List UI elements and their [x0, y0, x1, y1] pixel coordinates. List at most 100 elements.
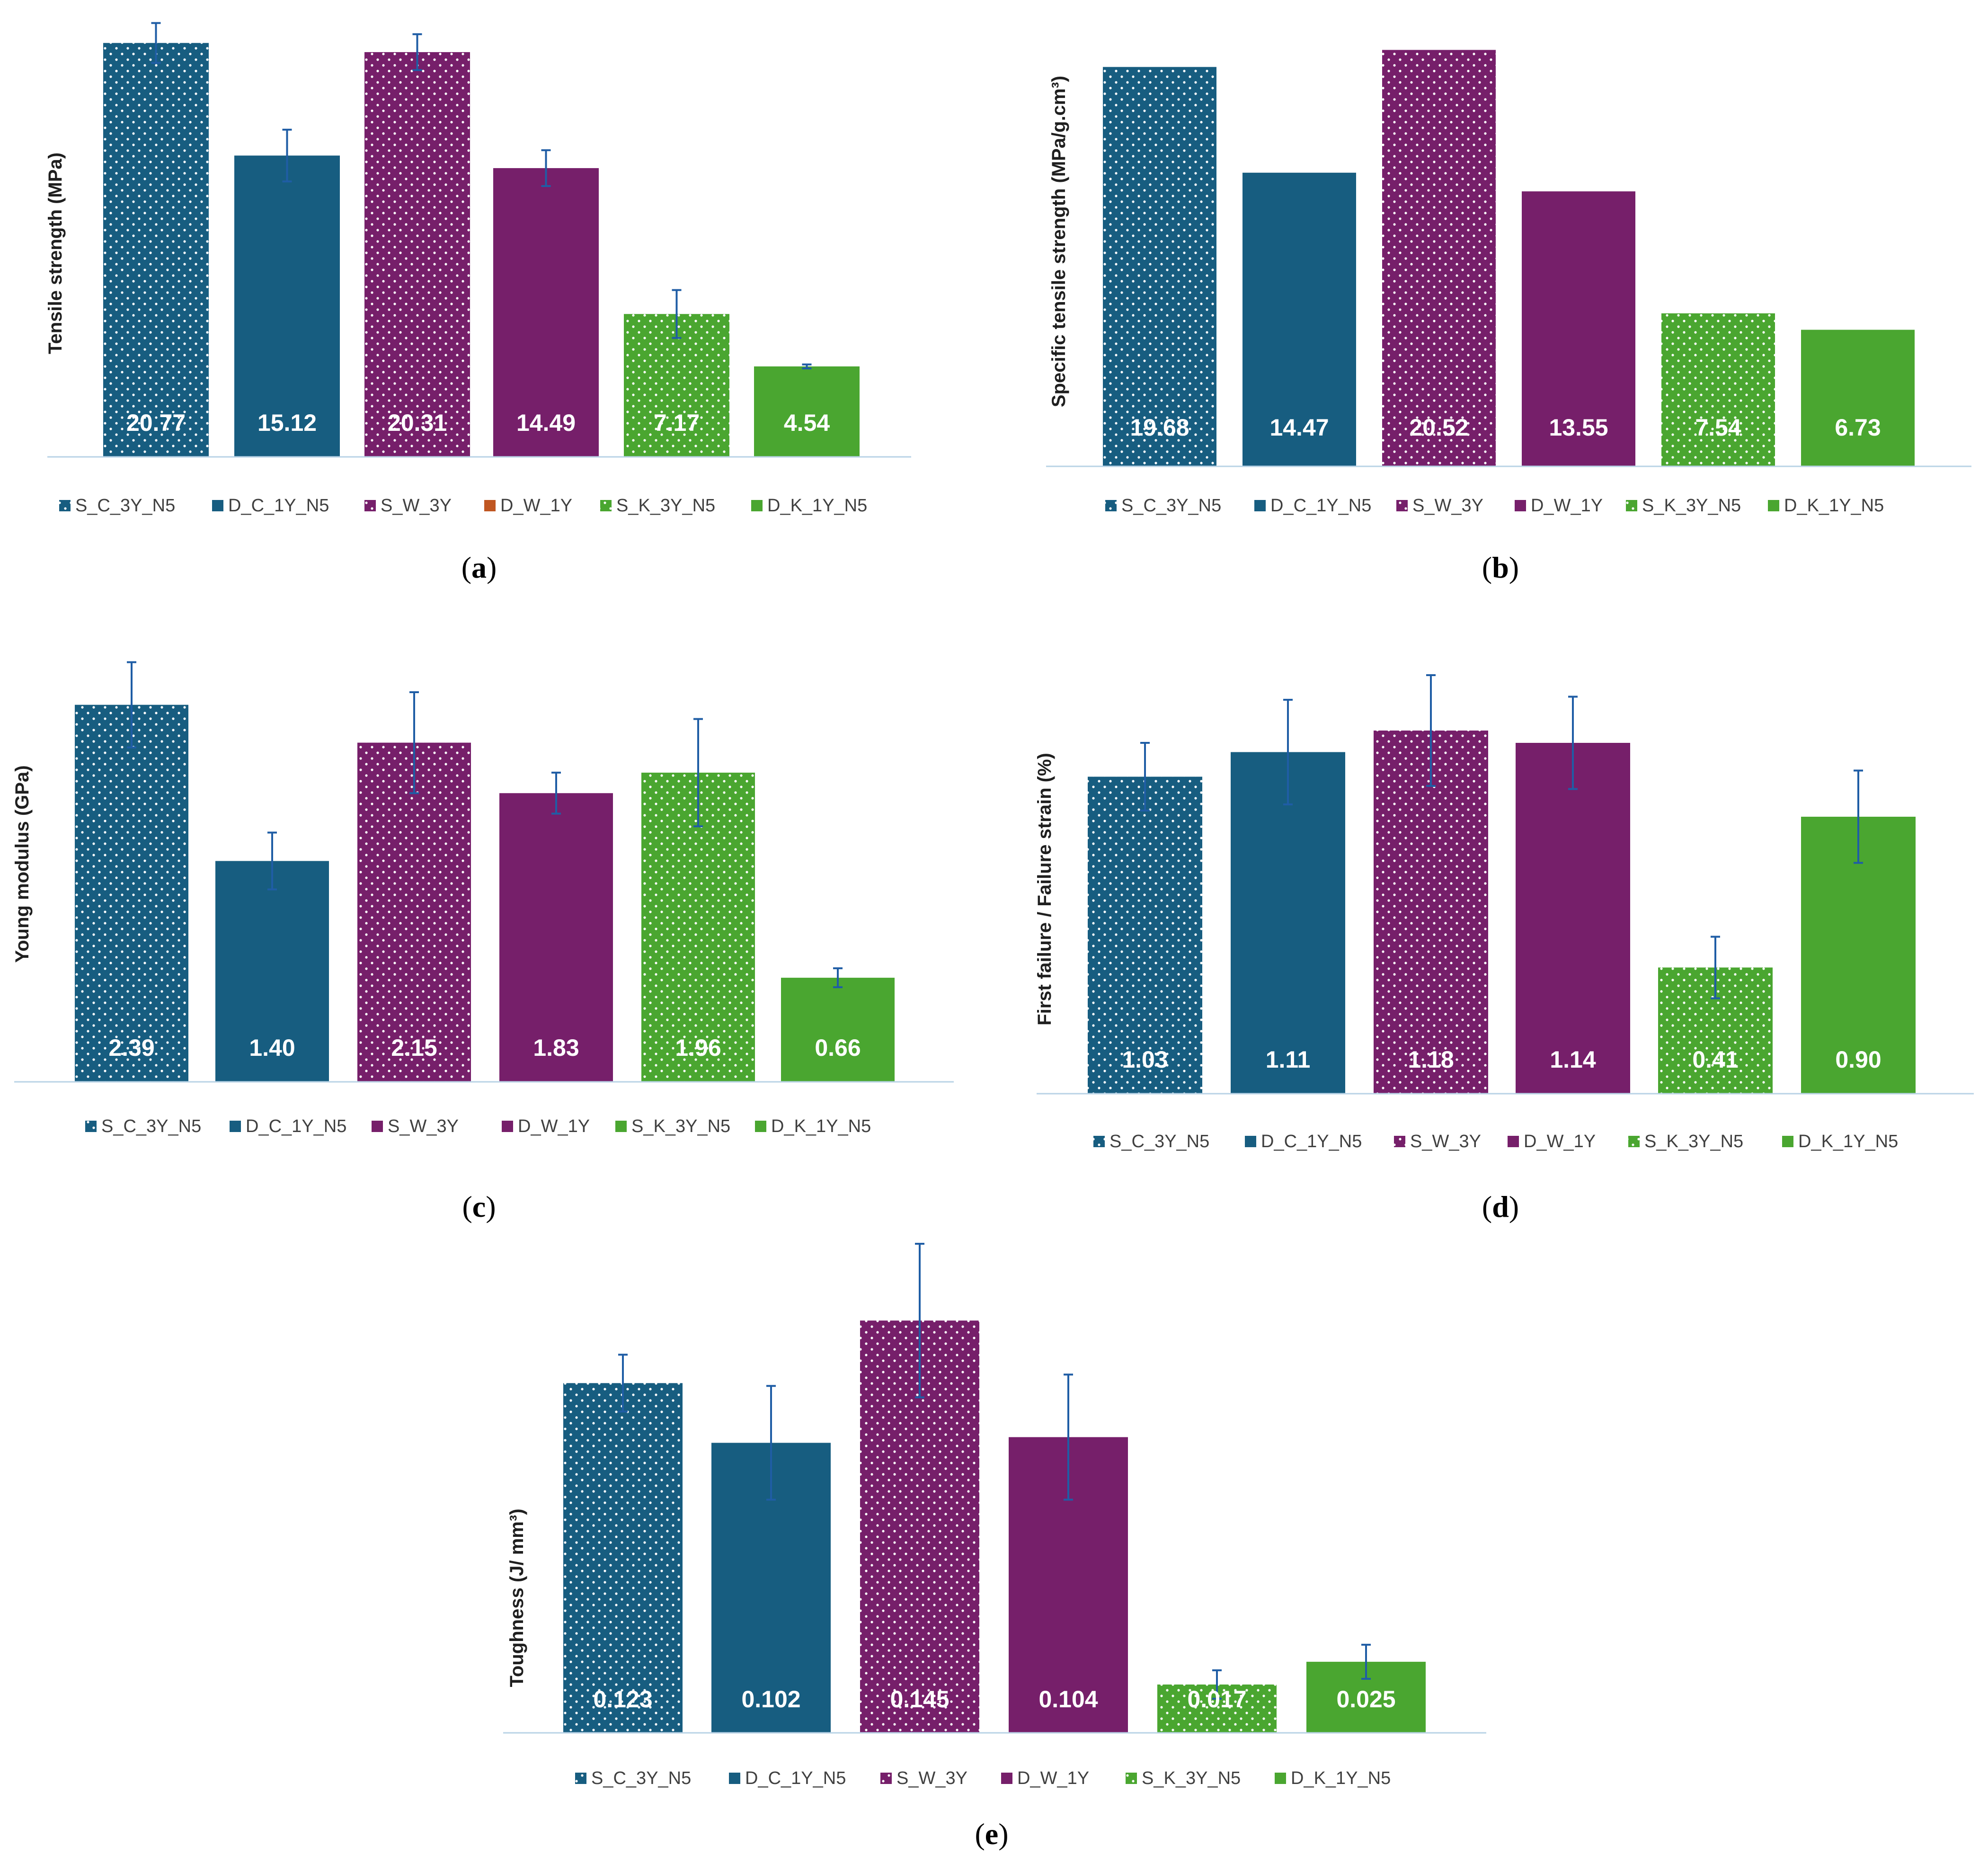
legend-entry: D_C_1Y_N5	[1261, 1132, 1362, 1151]
legend-swatch	[85, 1121, 97, 1132]
legend: S_C_3Y_N5 D_C_1Y_N5 S_W_3Y D_W_1Y S_K_3Y_N5 D…	[575, 1768, 1391, 1788]
panel-letter: c	[472, 1190, 486, 1223]
legend-entry: D_K_1Y_N5	[1784, 496, 1884, 516]
legend-entry: S_C_3Y_N5	[591, 1768, 691, 1788]
data-label: 0.123	[593, 1686, 652, 1712]
bar-s-c-3y-n5	[103, 43, 209, 457]
data-label: 6.73	[1835, 414, 1881, 441]
data-label: 0.90	[1835, 1046, 1881, 1073]
error-bar	[1711, 936, 1720, 999]
panel-letter: e	[985, 1817, 998, 1851]
panel-letter: b	[1492, 551, 1509, 584]
error-bar	[127, 661, 136, 749]
legend-entry: D_W_1Y	[1531, 496, 1603, 516]
y-axis-title: Specific tensile strength (MPa/g.cm³)	[1048, 76, 1069, 407]
data-label: 0.145	[890, 1686, 949, 1712]
chart-panel-d: 1.03 1.11 1.18 1.14 0.41 0.90 First failure / …	[1034, 674, 1974, 1223]
legend-swatch	[751, 500, 763, 511]
error-bar	[672, 289, 682, 339]
bar-s-w-3y	[364, 52, 470, 457]
bar-s-c-3y-n5	[1103, 67, 1216, 466]
data-label: 1.83	[533, 1035, 579, 1061]
data-label: 7.17	[654, 410, 700, 436]
error-bar	[1140, 742, 1150, 812]
data-label: 1.96	[675, 1035, 721, 1061]
data-label: 13.55	[1549, 414, 1608, 441]
legend-swatch	[372, 1121, 383, 1132]
legend: S_C_3Y_N5 D_C_1Y_N5 S_W_3Y D_W_1Y S_K_3Y_N5 D…	[1093, 1132, 1898, 1151]
panel-label: (c)	[462, 1190, 496, 1223]
legend-swatch	[1105, 500, 1117, 511]
data-label: 4.54	[784, 410, 830, 436]
data-label: 2.39	[108, 1035, 154, 1061]
error-bar	[1283, 699, 1293, 805]
y-axis-title: Toughness (J/ mm³)	[506, 1508, 527, 1687]
legend-entry: D_K_1Y_N5	[767, 496, 867, 516]
bar-s-w-3y	[1374, 731, 1488, 1094]
bar-d-k-1y-n5	[1801, 330, 1915, 466]
data-label: 20.52	[1409, 414, 1468, 441]
error-bar	[282, 128, 292, 183]
legend-entry: S_C_3Y_N5	[1121, 496, 1221, 516]
error-bar	[802, 363, 812, 370]
bar-s-c-3y-n5	[1088, 776, 1202, 1094]
legend-entry: S_W_3Y	[1412, 496, 1483, 516]
bar-s-w-3y	[357, 742, 471, 1082]
legend-swatch	[575, 1773, 586, 1784]
bar-d-k-1y-n5	[754, 366, 860, 457]
data-label: 7.54	[1695, 414, 1741, 441]
legend-entry: D_W_1Y	[1017, 1768, 1089, 1788]
error-bar	[693, 718, 703, 828]
bar-d-w-1y	[493, 168, 599, 457]
legend-swatch	[484, 500, 496, 511]
legend-entry: S_W_3Y	[381, 496, 452, 516]
bar-s-c-3y-n5	[75, 705, 188, 1082]
legend-entry: S_K_3Y_N5	[616, 496, 715, 516]
legend-entry: D_C_1Y_N5	[1270, 496, 1371, 516]
panel-letter: a	[471, 551, 487, 584]
legend: S_C_3Y_N5 D_C_1Y_N5 S_W_3Y D_W_1Y S_K_3Y_N5 D…	[1105, 496, 1884, 516]
legend-swatch	[1628, 1136, 1640, 1147]
data-label: 0.025	[1336, 1686, 1395, 1712]
legend-swatch	[1396, 500, 1408, 511]
bar-d-w-1y	[1522, 191, 1635, 466]
data-label: 1.03	[1122, 1046, 1168, 1073]
y-axis-title: Young modulus (GPa)	[12, 765, 33, 963]
legend-swatch	[502, 1121, 513, 1132]
legend-swatch	[729, 1773, 740, 1784]
bar-s-w-3y	[1382, 50, 1496, 467]
error-bar	[915, 1243, 924, 1399]
panel-label: (d)	[1482, 1190, 1519, 1223]
bar-d-c-1y-n5	[215, 861, 329, 1082]
panel-letter: d	[1492, 1190, 1509, 1223]
legend-swatch	[1001, 1773, 1012, 1784]
data-label: 20.31	[388, 410, 447, 436]
error-bar	[412, 33, 422, 71]
legend-swatch	[600, 500, 612, 511]
legend-swatch	[1394, 1136, 1405, 1147]
legend-entry: S_W_3Y	[896, 1768, 967, 1788]
legend-swatch	[1275, 1773, 1286, 1784]
error-bar	[151, 22, 161, 64]
y-axis-title: Tensile strength (MPa)	[45, 152, 66, 354]
chart-panel-e: 0.123 0.102 0.145 0.104 0.017 0.025 Toughness …	[503, 1243, 1486, 1851]
legend-swatch	[1254, 500, 1266, 511]
bar-d-c-1y-n5	[1231, 752, 1345, 1094]
data-label: 0.017	[1187, 1686, 1246, 1712]
error-bar	[1064, 1373, 1073, 1501]
legend-entry: S_W_3Y	[1410, 1132, 1481, 1151]
error-bar	[618, 1354, 628, 1413]
legend-entry: S_C_3Y_N5	[1109, 1132, 1209, 1151]
error-bar	[551, 771, 561, 815]
error-bar	[267, 831, 277, 891]
legend-swatch	[1768, 500, 1779, 511]
y-axis-title: First failure / Failure strain (%)	[1034, 753, 1055, 1026]
bar-d-k-1y-n5	[781, 978, 895, 1082]
legend-entry: D_K_1Y_N5	[771, 1116, 871, 1136]
legend-entry: S_K_3Y_N5	[1644, 1132, 1743, 1151]
data-label: 0.104	[1038, 1686, 1098, 1712]
bar-d-w-1y	[1516, 743, 1630, 1094]
data-label: 1.14	[1550, 1046, 1596, 1073]
legend-swatch	[755, 1121, 766, 1132]
